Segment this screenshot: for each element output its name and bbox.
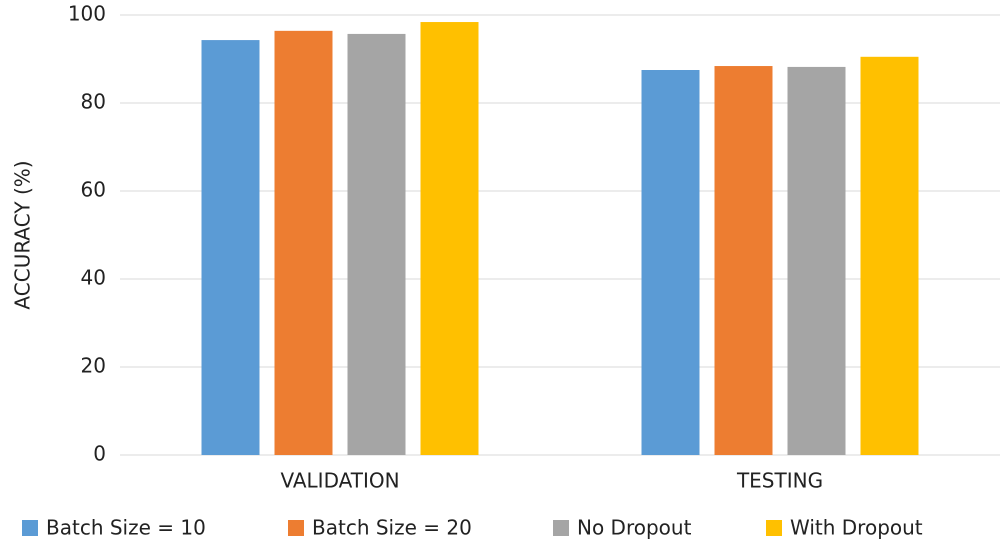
y-tick-label: 0 bbox=[93, 442, 106, 466]
bar bbox=[787, 66, 846, 456]
x-tick-label: TESTING bbox=[736, 469, 823, 493]
bar bbox=[860, 56, 919, 456]
bar bbox=[347, 33, 406, 456]
y-tick-label: 60 bbox=[81, 178, 106, 202]
bar bbox=[201, 40, 260, 455]
bar bbox=[420, 22, 479, 455]
y-axis-label: ACCURACY (%) bbox=[11, 160, 35, 309]
legend-label: Batch Size = 20 bbox=[312, 516, 472, 540]
bar bbox=[641, 70, 700, 455]
bar bbox=[274, 30, 333, 456]
y-tick-label: 100 bbox=[68, 2, 106, 26]
legend-swatch bbox=[766, 520, 782, 536]
legend-swatch bbox=[22, 520, 38, 536]
legend-label: No Dropout bbox=[577, 516, 692, 540]
legend-label: With Dropout bbox=[790, 516, 923, 540]
y-tick-label: 20 bbox=[81, 354, 106, 378]
legend-swatch bbox=[553, 520, 569, 536]
y-tick-label: 80 bbox=[81, 90, 106, 114]
legend-label: Batch Size = 10 bbox=[46, 516, 206, 540]
y-tick-label: 40 bbox=[81, 266, 106, 290]
legend-swatch bbox=[288, 520, 304, 536]
bar bbox=[714, 66, 773, 455]
x-tick-label: VALIDATION bbox=[280, 469, 399, 493]
